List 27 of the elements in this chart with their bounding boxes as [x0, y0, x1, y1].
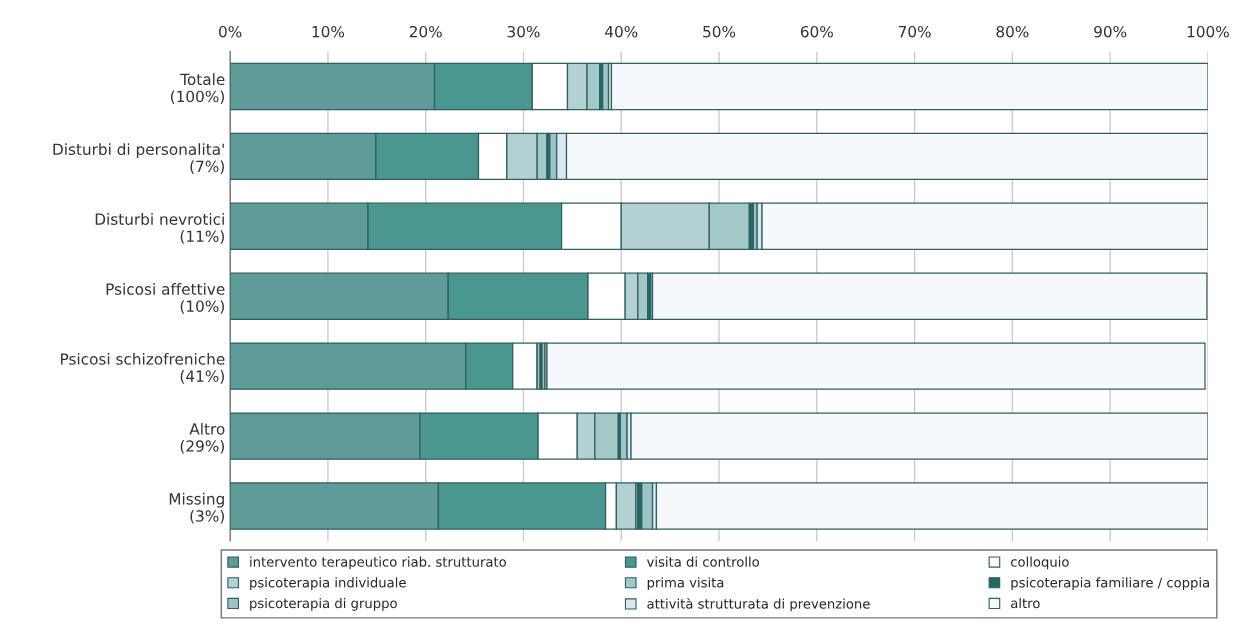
y-tick-label: Psicosi affettive (10%) [106, 283, 225, 314]
y-tick-label: Altro (29%) [180, 422, 225, 454]
y-tick-label: Psicosi schizofreniche (41%) [61, 352, 225, 384]
legend-label: attività strutturata di prevenzione [647, 597, 870, 612]
y-tick-label: Disturbi nevrotici (11%) [95, 213, 224, 244]
y-tick-label: Disturbi di personalita' (7%) [53, 143, 224, 174]
x-tick-label: 0% [219, 25, 242, 38]
legend-label: altro [1011, 597, 1040, 609]
legend-label: intervento terapeutico riab. strutturato [250, 556, 506, 570]
x-tick-label: 70% [898, 25, 931, 38]
y-tick-label: Missing (3%) [169, 492, 224, 524]
x-tick-label: 20% [409, 25, 442, 38]
legend-label: psicoterapia di gruppo [250, 597, 397, 611]
x-tick-label: 10% [312, 25, 345, 38]
legend-label: psicoterapia individuale [250, 577, 406, 591]
legend-label: prima visita [647, 577, 724, 591]
x-tick-label: 80% [996, 25, 1029, 38]
x-tick-label: 30% [507, 25, 540, 38]
y-tick-label: Totale (100%) [170, 73, 225, 105]
x-tick-label: 40% [605, 25, 638, 38]
x-tick-label: 60% [800, 25, 833, 38]
x-tick-label: 50% [703, 25, 736, 38]
x-tick-label: 100% [1187, 25, 1229, 38]
legend-label: visita di controllo [646, 556, 760, 567]
x-tick-label: 90% [1094, 25, 1127, 38]
legend-label: psicoterapia familiare / coppia [1011, 577, 1209, 591]
legend-label: colloquio [1010, 556, 1069, 570]
